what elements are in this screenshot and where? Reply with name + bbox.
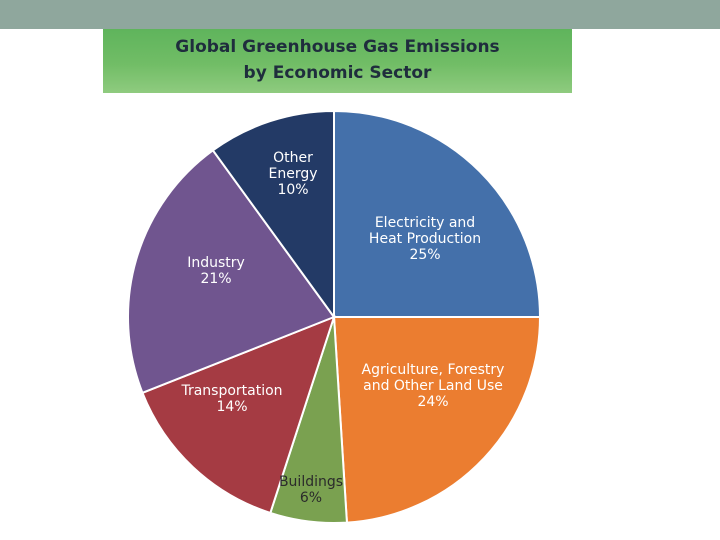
- chart-title-line-1: Global Greenhouse Gas Emissions: [175, 37, 500, 57]
- slice-value-label: 25%: [409, 247, 440, 263]
- slice-value-label: 24%: [417, 394, 448, 410]
- pie-slice-industry: [127, 148, 336, 395]
- pie-slice-other-energy: [211, 109, 335, 321]
- chart-title-banner: Global Greenhouse Gas Emissions by Econo…: [103, 29, 572, 93]
- slice-category-label: Other: [273, 150, 313, 166]
- slice-value-label: 6%: [300, 490, 322, 506]
- slice-value-label: 21%: [200, 271, 231, 287]
- chart-title-line-2: by Economic Sector: [243, 63, 432, 83]
- slice-category-label: and Other Land Use: [363, 378, 503, 394]
- slice-category-label: Agriculture, Forestry: [362, 362, 505, 378]
- slice-category-label: Industry: [187, 255, 245, 271]
- slice-category-label: Energy: [268, 166, 317, 182]
- slice-value-label: 10%: [277, 182, 308, 198]
- slice-value-label: 14%: [216, 399, 247, 415]
- top-banner-bar: [0, 0, 720, 29]
- slice-category-label: Transportation: [180, 383, 282, 399]
- slice-category-label: Buildings: [279, 474, 343, 490]
- pie-slice-electricity-and-heat-production: [333, 109, 542, 318]
- pie-slice-agriculture-forestry-and-other-land-use: [332, 316, 542, 524]
- slice-category-label: Electricity and: [375, 215, 475, 231]
- slice-category-label: Heat Production: [369, 231, 481, 247]
- pie-slice-transportation: [141, 315, 336, 515]
- chart-figure: Global Greenhouse Gas Emissions by Econo…: [103, 29, 572, 540]
